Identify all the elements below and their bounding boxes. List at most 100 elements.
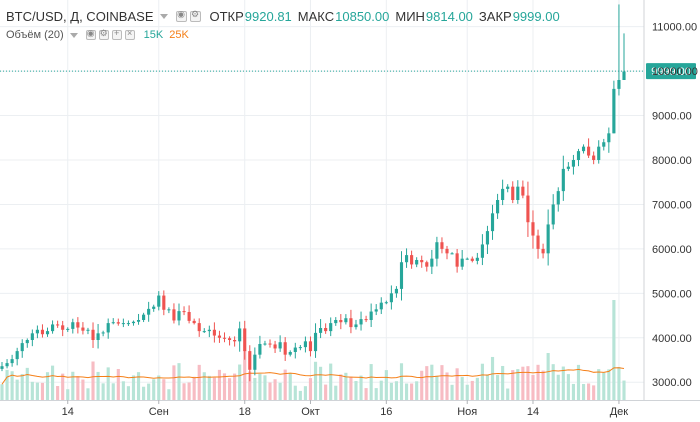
volume-bar [227, 378, 232, 400]
volume-bar [571, 383, 575, 400]
x-tick-label: 14 [62, 406, 74, 418]
volume-bar [465, 384, 469, 400]
y-tick-label: 6000.00 [652, 244, 692, 256]
candle [35, 329, 39, 334]
volume-bar [440, 365, 444, 400]
candle [435, 242, 439, 259]
candle [303, 341, 307, 348]
candle [71, 322, 75, 329]
settings-icon[interactable]: ⚙ [98, 28, 109, 40]
candle [394, 288, 399, 294]
candle [602, 142, 606, 147]
volume-bar [116, 369, 120, 400]
volume-bar [460, 377, 464, 400]
open-value: 9920.81 [244, 8, 292, 24]
settings-icon[interactable]: ⚙ [189, 9, 201, 22]
candle [121, 323, 125, 325]
candle [56, 324, 60, 326]
volume-bar [339, 374, 343, 400]
candle [501, 188, 505, 200]
candle [81, 327, 85, 331]
eye-icon[interactable]: ◉ [85, 28, 96, 40]
candle [354, 324, 358, 328]
volume-bar [379, 380, 383, 400]
candles [0, 4, 626, 382]
candle [131, 321, 136, 324]
volume-bar [298, 390, 302, 400]
volume-bar [435, 375, 439, 400]
plus-icon[interactable]: + [111, 28, 122, 40]
volume-bar [516, 369, 520, 400]
symbol-dropdown-icon[interactable] [159, 13, 168, 19]
y-tick-label: 9000.00 [652, 111, 692, 123]
eye-icon[interactable]: ◉ [175, 9, 187, 22]
volume-bar [308, 378, 313, 400]
candle [571, 160, 575, 167]
volume-bar [526, 366, 530, 400]
high-value: 10850.00 [335, 8, 390, 24]
volume-bar [86, 388, 90, 400]
volume-bar [71, 371, 75, 400]
candle [288, 352, 292, 355]
candle [217, 335, 222, 338]
volume-bar [121, 381, 125, 400]
candle [470, 258, 474, 261]
volume-dropdown-icon[interactable] [69, 32, 78, 38]
open-label: ОТКР [209, 8, 244, 24]
candle [91, 329, 95, 340]
candle [556, 191, 560, 205]
candle [576, 151, 581, 160]
x-tick-label: Сен [149, 406, 169, 418]
candle [192, 320, 196, 324]
candle [162, 295, 166, 310]
volume-bars [0, 300, 626, 400]
candle [197, 323, 201, 332]
candle [51, 324, 55, 332]
candle [399, 262, 404, 289]
volume-bar [566, 374, 570, 400]
volume-bar [597, 369, 601, 400]
volume-bar [420, 370, 424, 400]
volume-bar [521, 366, 525, 400]
candle [313, 332, 318, 352]
candle [278, 342, 282, 349]
close-label: ЗАКР [478, 8, 512, 24]
volume-bar [273, 379, 277, 400]
volume-indicator-title[interactable]: Объём (20) [6, 29, 64, 41]
volume-bar [536, 364, 540, 400]
candle [106, 323, 110, 333]
candle [233, 340, 237, 342]
candle [551, 204, 555, 225]
candle [410, 255, 414, 265]
candle [238, 328, 242, 342]
volume-bar [389, 382, 393, 400]
candle [349, 318, 353, 328]
volume-bar [506, 388, 510, 400]
volume-bar [0, 384, 4, 400]
candle [253, 354, 257, 370]
volume-bar [359, 375, 363, 400]
candle [389, 293, 393, 303]
candle [0, 366, 4, 369]
volume-bar [96, 371, 100, 400]
candle [475, 257, 479, 261]
candle [152, 306, 156, 309]
symbol-title[interactable]: BTC/USD, Д, COINBASE [6, 8, 154, 24]
close-icon[interactable]: × [124, 28, 135, 40]
volume-bar [207, 375, 211, 400]
low-value: 9814.00 [425, 8, 473, 24]
volume-bar [283, 369, 287, 400]
y-tick-label: 7000.00 [652, 199, 692, 211]
candle [40, 329, 45, 335]
candle [116, 322, 120, 324]
candle [485, 231, 490, 245]
volume-bar [561, 366, 565, 400]
volume-bar [66, 389, 70, 400]
candle [531, 222, 535, 236]
candle [172, 309, 176, 321]
candle [597, 146, 601, 160]
x-tick-label: Дек [610, 406, 629, 418]
volume-bar [233, 373, 237, 400]
